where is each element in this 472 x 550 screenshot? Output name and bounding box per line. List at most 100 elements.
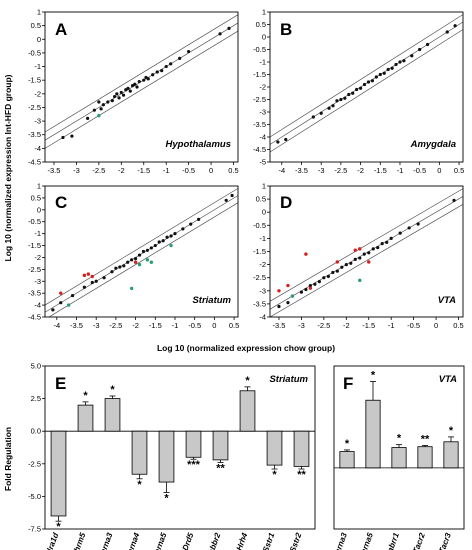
data-point <box>146 77 150 81</box>
data-point <box>349 261 353 265</box>
data-points <box>277 198 456 309</box>
data-point <box>164 64 168 69</box>
y-tick-label: -4.5 <box>253 145 266 154</box>
significance-marker: * <box>164 492 169 504</box>
data-point <box>398 231 402 235</box>
fold-boundary-line <box>45 14 238 133</box>
x-tick-label: -0.5 <box>413 166 426 175</box>
reference-lines <box>270 188 463 317</box>
bar <box>339 451 355 469</box>
y-tick-label: -5.0 <box>28 492 41 501</box>
y-tick-label: -2 <box>259 260 266 269</box>
y-tick-label: -3 <box>259 108 266 117</box>
significance-marker: * <box>345 438 350 450</box>
x-tick-label: -3 <box>73 166 80 175</box>
panel-e: -7.5-5.0-2.50.02.55.0*Adra1d*Chrm5*Chrna… <box>28 362 316 550</box>
data-point <box>358 256 362 260</box>
scatter-x-axis-title: Log 10 (normalized expression chow group… <box>157 343 335 353</box>
significance-marker: * <box>371 369 376 381</box>
y-tick-label: -2 <box>259 83 266 92</box>
up-regulated-point <box>286 283 290 288</box>
x-tick-label: -3.5 <box>70 321 83 330</box>
data-point <box>339 97 343 102</box>
x-tick-label: -2.5 <box>92 166 105 175</box>
up-regulated-point <box>90 274 94 279</box>
x-tick-label: 0.5 <box>228 166 238 175</box>
region-label: Amygdala <box>410 139 456 150</box>
data-point <box>106 100 110 104</box>
panel-d: -3.5 -3 -2.5 -2 -1.5 -1 -0.5 0 0.5 -4 -3.5 -3 -2.5 -2… <box>253 182 464 331</box>
x-tick-label: -3.5 <box>295 166 308 175</box>
up-regulated-point <box>353 248 357 252</box>
bar-y-axis-title: Fold Regulation <box>3 427 13 491</box>
x-tick-label: -4 <box>53 321 60 330</box>
x-tick-label: -3 <box>318 166 325 175</box>
data-point <box>178 56 182 60</box>
y-tick-label: -3.5 <box>28 289 41 298</box>
data-point <box>224 198 228 202</box>
data-point <box>135 85 139 89</box>
data-point <box>133 257 138 261</box>
data-point <box>382 71 386 75</box>
x-tick-label: -3.5 <box>273 321 286 330</box>
data-point <box>181 227 185 231</box>
bar <box>158 430 175 483</box>
data-point <box>425 42 430 47</box>
y-tick-label: 5.0 <box>31 362 41 371</box>
bar <box>104 398 121 432</box>
y-tick-label: -3 <box>34 117 41 126</box>
bar <box>293 430 310 467</box>
data-point <box>119 90 123 95</box>
region-label: VTA <box>438 295 456 306</box>
data-point <box>160 69 164 73</box>
data-point <box>344 263 348 267</box>
y-tick-label: -3.5 <box>28 130 41 139</box>
plot-frame <box>44 365 316 530</box>
significance-marker: * <box>83 390 88 402</box>
x-tick-label: 0 <box>209 166 213 175</box>
x-tick-label: 0 <box>212 321 216 330</box>
category-label: Chrna5 <box>150 531 168 550</box>
data-point <box>82 285 86 289</box>
y-tick-label: 0 <box>262 33 266 42</box>
data-point <box>313 282 317 286</box>
data-point <box>169 234 173 238</box>
significance-marker: * <box>245 375 250 387</box>
y-tick-label: -2.5 <box>28 103 41 112</box>
data-point <box>197 217 201 221</box>
x-tick-label: -1.5 <box>374 166 387 175</box>
y-tick-label: -4 <box>34 144 41 153</box>
data-point <box>343 96 347 100</box>
data-point <box>362 82 367 87</box>
x-tick-label: -0.5 <box>182 166 195 175</box>
data-point <box>304 287 308 292</box>
data-point <box>335 269 339 273</box>
category-label: Tacr2 <box>411 531 427 550</box>
significance-marker: * <box>56 521 61 533</box>
x-tick-label: -3.5 <box>48 166 61 175</box>
x-tick-label: -4 <box>278 166 285 175</box>
x-tick-label: -3 <box>93 321 100 330</box>
y-tick-label: 0.5 <box>31 21 41 30</box>
category-label: Chrna3 <box>331 531 349 550</box>
x-tick-label: -1 <box>397 166 404 175</box>
plot-frame <box>44 185 239 318</box>
data-point <box>319 111 323 115</box>
reference-lines <box>270 14 463 153</box>
data-point <box>117 96 121 100</box>
data-point <box>374 75 378 79</box>
down-regulated-point <box>290 294 295 298</box>
data-point <box>122 264 126 268</box>
data-point <box>155 70 159 74</box>
down-regulated-point <box>145 258 150 262</box>
x-tick-label: -1 <box>172 321 179 330</box>
y-tick-label: -2.5 <box>253 95 266 104</box>
y-tick-label: -2.5 <box>28 265 41 274</box>
up-regulated-point <box>335 260 340 264</box>
data-point <box>70 293 75 298</box>
y-tick-label: -2 <box>34 253 41 262</box>
significance-marker: ** <box>216 462 225 474</box>
fold-boundary-line <box>270 14 463 138</box>
data-point <box>380 242 384 246</box>
down-regulated-point <box>129 286 134 291</box>
